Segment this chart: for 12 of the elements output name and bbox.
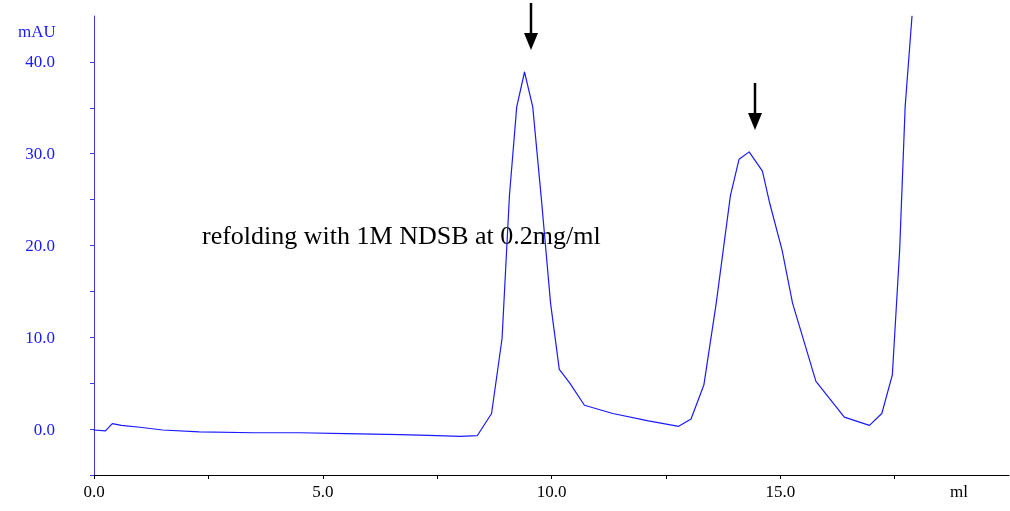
- y-tick-label: 30.0: [25, 144, 55, 164]
- x-tick-label: 10.0: [536, 482, 567, 501]
- line-series: [93, 15, 913, 438]
- x-tick-label: 0.0: [83, 482, 105, 501]
- y-tick-label: 10.0: [25, 327, 55, 347]
- x-axis-title: ml: [950, 482, 969, 501]
- y-tick-label: 40.0: [25, 52, 55, 72]
- x-tick-label: 15.0: [765, 482, 796, 501]
- y-tick-label: 0.0: [33, 419, 55, 439]
- x-tick-label: 5.0: [312, 482, 334, 501]
- y-axis-title: mAU: [18, 22, 56, 41]
- y-tick-label: 20.0: [25, 236, 55, 255]
